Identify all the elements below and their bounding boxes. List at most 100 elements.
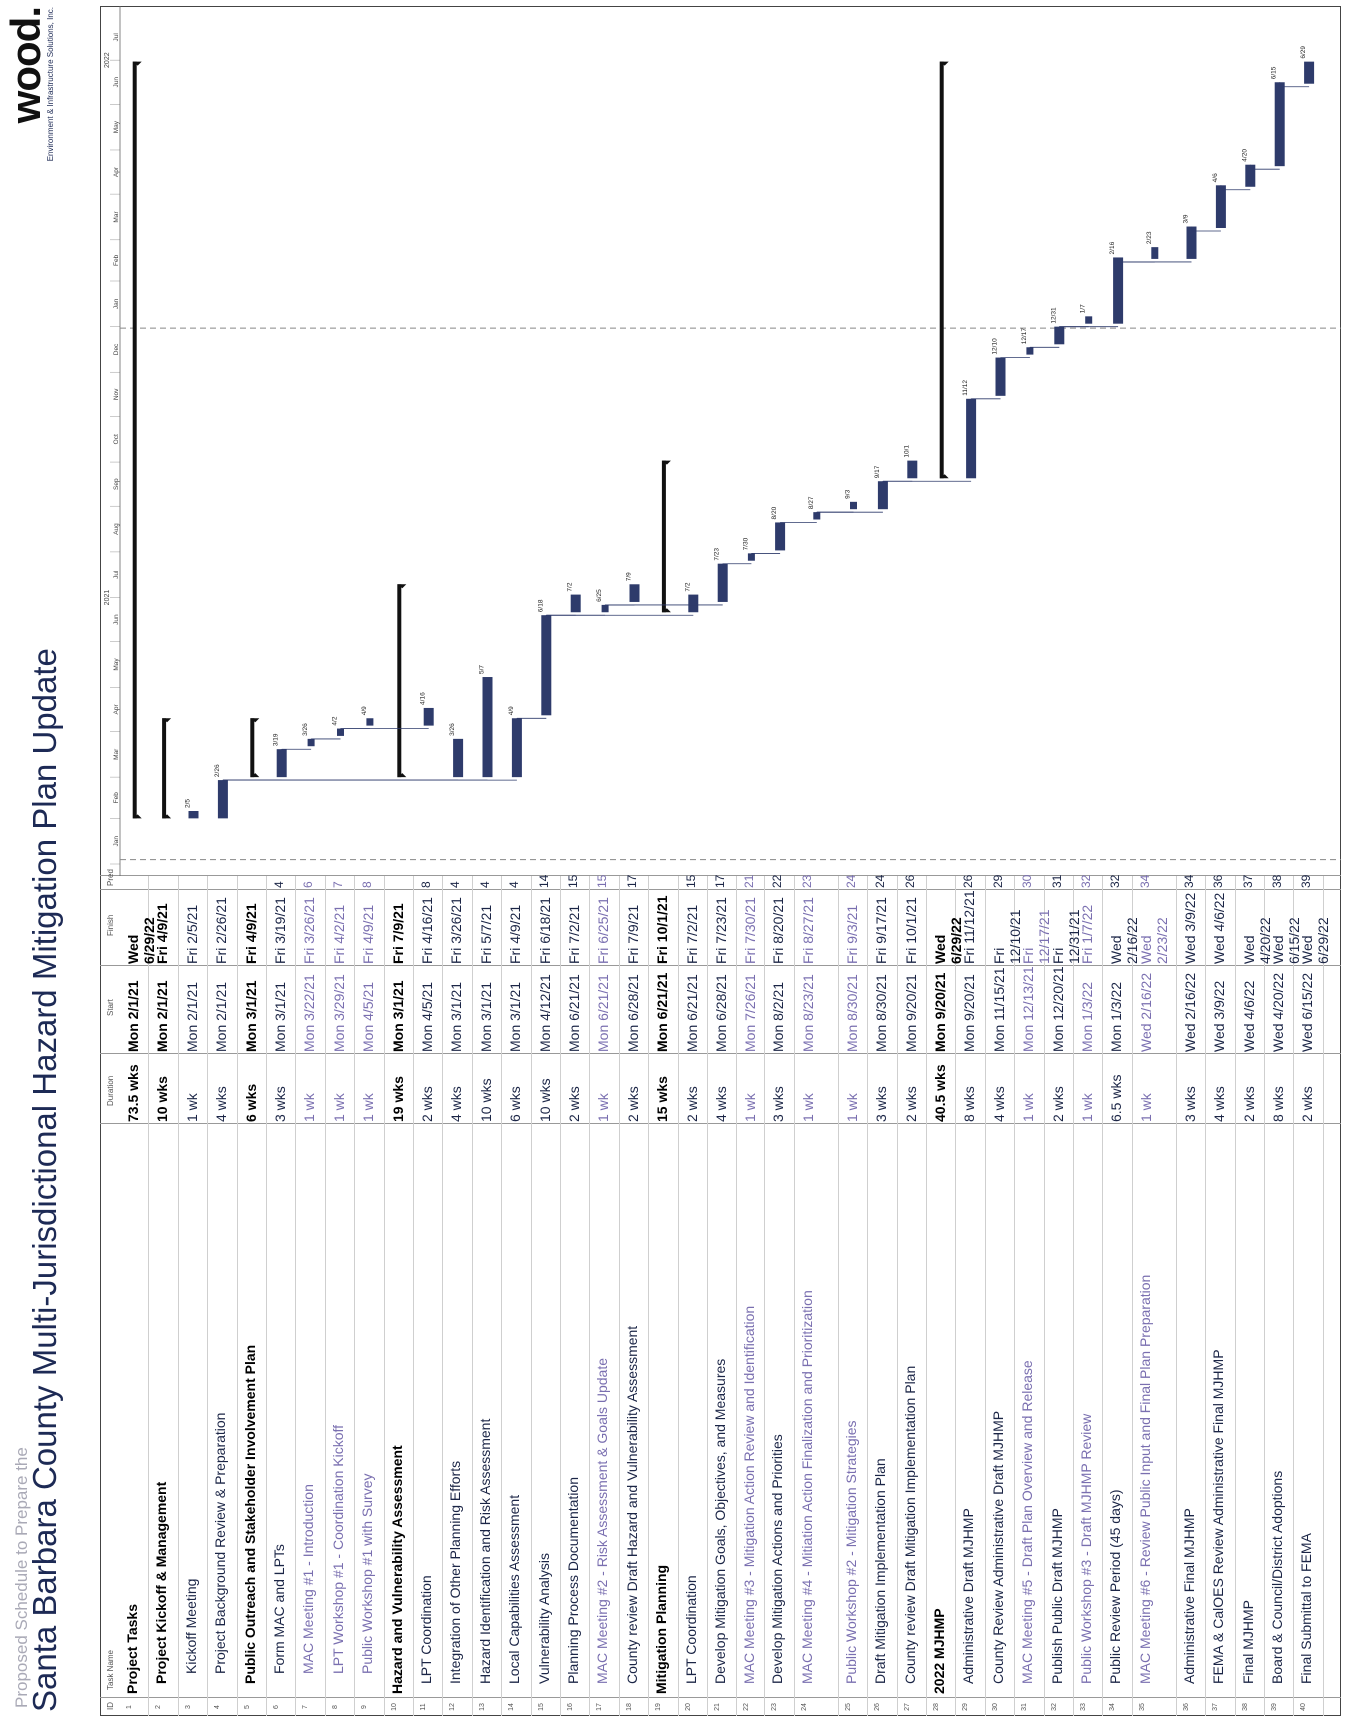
table-row[interactable]: 8 LPT Workshop #1 - Coordination Kickoff 1… (325, 876, 356, 1716)
task-start: Wed 4/20/22 (1270, 972, 1286, 1052)
task-start: Mon 6/21/21 (566, 974, 582, 1052)
bar-date-label: 7/2 (567, 582, 574, 591)
task-finish: Fri 3/26/21 (448, 897, 465, 964)
table-row[interactable]: 34 Public Review Period (45 days) 6.5 wks M… (1103, 875, 1140, 1716)
task-name: Project Kickoff & Management (153, 1481, 170, 1684)
table-row[interactable]: 3 Kickoff Meeting 1 wk Mon 2/1/21 Fri 2/5/21 (178, 876, 209, 1716)
task-duration: 1 wk (843, 1093, 860, 1122)
table-row[interactable]: 12 Integration of Other Planning Efforts 4… (443, 876, 473, 1716)
task-id: 9 (355, 1697, 384, 1716)
table-row[interactable]: 4 Project Background Review & Preparation… (208, 876, 238, 1716)
task-duration: 1 wk (360, 1093, 377, 1122)
task-name: Public Review Period (45 days) (1107, 1489, 1124, 1684)
table-row[interactable]: 24 MAC Meeting #4 - Mitiation Action Fina… (794, 875, 839, 1716)
task-bar (907, 460, 918, 479)
task-finish: Fri 8/27/21 (799, 897, 816, 964)
task-duration: 8 wks (961, 1086, 978, 1122)
task-duration: 1 wk (1137, 1093, 1154, 1122)
table-row[interactable]: 22 MAC Meeting #3 - Mitigation Action Rev… (737, 875, 766, 1716)
table-row[interactable]: 31 MAC Meeting #5 - Draft Plan Overview a… (1015, 875, 1052, 1716)
task-id: 11 (414, 1697, 443, 1716)
task-name: Vulnerability Analysis (535, 1553, 552, 1684)
task-finish: Fri 5/7/21 (477, 904, 494, 964)
summary-cap (162, 814, 172, 819)
task-duration: 3 wks (770, 1086, 787, 1122)
task-name: Mitigation Planning (653, 1564, 670, 1694)
table-row[interactable]: 9 Public Workshop #1 with Survey 1 wk Mon 4… (355, 876, 385, 1716)
table-row[interactable]: 25 Public Workshop #2 - Mitigation Strate… (838, 875, 869, 1716)
task-finish: Fri 4/16/21 (419, 897, 435, 964)
task-bar (1245, 164, 1256, 187)
task-name: LPT Coordination (682, 1575, 699, 1684)
table-row[interactable]: 39 Board & Council/District Adoptions 8 wk… (1265, 875, 1302, 1716)
task-duration: 10 wks (154, 1076, 171, 1122)
table-row[interactable]: 27 County review Draft Mitigation Impleme… (897, 875, 927, 1716)
table-row[interactable]: 35 MAC Meeting #6 - Review Public Input a… (1132, 875, 1177, 1716)
milestone-bar (747, 553, 755, 561)
table-row[interactable]: 20 LPT Coordination 2 wks Mon 6/21/21 Fri 7/… (678, 875, 708, 1716)
task-duration: 10 wks (536, 1078, 553, 1122)
table-row[interactable]: 32 Publish Public Draft MJHMP 2 wks Mon 12/… (1044, 875, 1082, 1716)
month-label: Sep (113, 478, 120, 490)
task-id: 28 (927, 1697, 956, 1716)
table-row[interactable]: 28 2022 MJHMP 40.5 wks Mon 9/20/21 Wed 6/29/… (927, 876, 964, 1716)
table-row[interactable]: 11 LPT Coordination 2 wks Mon 4/5/21 Fri 4/1… (414, 876, 444, 1716)
table-row[interactable]: 19 Mitigation Planning 15 wks Mon 6/21/21 Fr… (649, 876, 679, 1716)
task-bar (482, 677, 493, 778)
table-row[interactable]: 5 Public Outreach and Stakeholder Involve… (237, 876, 267, 1716)
task-start: Mon 3/1/21 (448, 981, 465, 1052)
table-row[interactable]: 29 Administrative Draft MJHMP 8 wks Mon 9/2… (956, 875, 986, 1716)
table-row[interactable]: 33 Public Workshop #3 - Draft MJHMP Revie… (1074, 875, 1104, 1716)
task-name: Develop Mitigation Actions and Prioritie… (769, 1434, 786, 1684)
summary-cap (397, 584, 407, 589)
task-start: Mon 3/1/21 (507, 981, 524, 1052)
task-finish: Fri 11/12/21 (961, 890, 978, 964)
month-label: Jan (113, 836, 120, 847)
task-id: 5 (237, 1697, 266, 1716)
table-row[interactable]: 21 Develop Mitigation Goals, Objectives, … (708, 875, 738, 1716)
task-duration: 1 wk (799, 1093, 816, 1122)
table-row[interactable]: 30 County Review Administrative Draft MJH… (985, 875, 1023, 1716)
table-row[interactable]: 40 Final Submittal to FEMA 2 wks Wed 6/15/2… (1294, 875, 1331, 1716)
month-label: Oct (113, 434, 120, 444)
bar-date-label: 4/16 (420, 692, 427, 705)
task-name: Planning Process Documentation (565, 1476, 581, 1684)
table-row[interactable]: 36 Administrative Final MJHMP 3 wks Wed 2/1… (1176, 875, 1207, 1716)
task-duration: 1 wk (183, 1093, 200, 1122)
table-row[interactable]: 13 Hazard Identification and Risk Assessm… (472, 876, 503, 1716)
table-row[interactable]: 10 Hazard and Vulnerability Assessment 19 … (384, 876, 414, 1716)
task-duration: 1 wk (595, 1093, 612, 1122)
table-row[interactable]: 6 Form MAC and LPTs 3 wks Mon 3/1/21 Fri 3/1… (267, 876, 297, 1716)
table-row[interactable]: 26 Draft Mitigation Implementation Plan 3 … (868, 875, 898, 1716)
table-row[interactable]: 16 Planning Process Documentation 2 wks Mon… (561, 875, 591, 1716)
month-label: Jan (113, 298, 120, 309)
task-start: Mon 9/20/21 (932, 972, 948, 1052)
milestone-bar (337, 728, 344, 736)
task-finish: Fri 6/18/21 (536, 897, 553, 964)
table-row[interactable]: 7 MAC Meeting #1 - Introduction 1 wk Mon 3/… (296, 876, 326, 1716)
task-start: Mon 8/30/21 (873, 974, 890, 1052)
month-label: Jul (113, 33, 120, 42)
task-duration: 4 wks (1211, 1086, 1228, 1122)
table-row[interactable]: 2 Project Kickoff & Management 10 wks Mon 2… (149, 876, 179, 1716)
task-id: 16 (561, 1697, 590, 1716)
task-bar (966, 398, 977, 479)
table-row[interactable]: 18 County review Draft Hazard and Vulnera… (619, 875, 650, 1716)
task-id: 18 (619, 1697, 649, 1716)
table-row[interactable]: 23 Develop Mitigation Actions and Priorit… (765, 875, 795, 1716)
task-bar (188, 810, 199, 819)
bar-date-label: 7/30 (742, 537, 749, 550)
task-finish: Fri 10/1/21 (654, 895, 671, 965)
table-row[interactable]: 37 FEMA & CalOES Review Administrative Fi… (1206, 875, 1236, 1716)
table-row[interactable]: 38 Final MJHMP 2 wks Wed 4/6/22 Wed 4/20/22 3… (1235, 875, 1273, 1716)
table-row[interactable]: 1 Project Tasks 73.5 wks Mon 2/1/21 Wed 6/29… (120, 876, 157, 1716)
task-id: 40 (1294, 1697, 1323, 1716)
table-row[interactable]: 17 MAC Meeting #2 - Risk Assessment & Goa… (590, 875, 620, 1716)
table-row[interactable]: 14 Local Capabilities Assessment 6 wks Mon … (502, 876, 532, 1716)
table-row[interactable]: 15 Vulnerability Analysis 10 wks Mon 4/12/2… (531, 875, 561, 1716)
summary-bar (250, 718, 255, 778)
task-duration: 2 wks (1240, 1086, 1257, 1122)
summary-cap (250, 773, 260, 778)
task-finish: Fri 7/9/21 (624, 904, 641, 964)
milestone-bar (1026, 347, 1034, 355)
